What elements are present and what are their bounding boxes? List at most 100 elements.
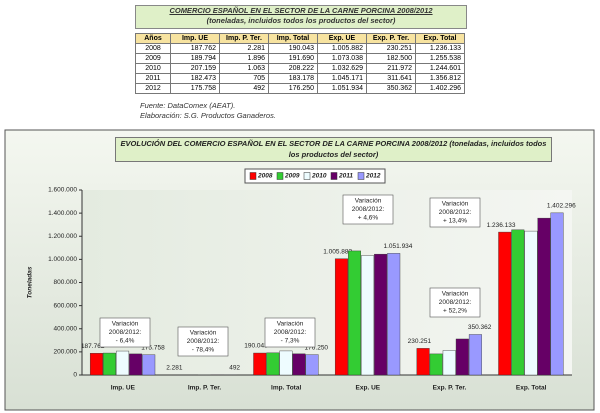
bar <box>103 352 116 376</box>
annotation-text: 2008/2012: <box>187 338 220 345</box>
bar <box>511 229 525 376</box>
row: 2012 175.758 492 176.250 1.051.934 350.362 1.4… <box>135 83 465 94</box>
annotation-text: Variación <box>277 321 304 328</box>
bar <box>387 253 401 376</box>
value-label: 1.051.934 <box>384 243 413 250</box>
value-label: 350.362 <box>468 324 492 331</box>
bar <box>292 353 306 376</box>
legend-label: 2008 <box>257 173 273 180</box>
note: Fuente: DataComex (AEAT). <box>140 101 236 110</box>
annotation-box <box>264 317 316 348</box>
legend-label: 2012 <box>365 173 381 180</box>
value-label: 1.005.882 <box>323 248 352 255</box>
legend-swatch <box>249 172 257 180</box>
note: Elaboración: S.G. Productos Ganaderos. <box>140 111 276 120</box>
bar <box>537 217 551 376</box>
value-label: 190.043 <box>244 343 268 350</box>
title: COMERCIO ESPAÑOL EN EL SECTOR DE LA CARN… <box>169 6 433 15</box>
y-tick-label: 200.000 <box>54 349 78 356</box>
header-row: Años Imp. UE Imp. P. Ter. Imp. Total Exp. UE… <box>135 33 465 44</box>
value-label: 2.281 <box>166 364 183 371</box>
bar <box>455 338 469 376</box>
bar <box>550 212 564 376</box>
bar <box>468 334 482 376</box>
legend-label: 2009 <box>284 173 300 180</box>
annotation-text: + 4,6% <box>358 215 379 222</box>
x-tick-label: Exp. UE <box>356 385 381 392</box>
annotation-text: 2008/2012: <box>439 299 472 306</box>
bar <box>129 353 143 376</box>
annotation-text: 2008/2012: <box>352 206 385 213</box>
value-label: 230.251 <box>408 338 432 345</box>
subtitle: (toneladas, incluidos todos los producto… <box>206 16 396 25</box>
annotation-text: 2008/2012: <box>439 209 472 216</box>
annotation-text: Variación <box>190 330 217 337</box>
x-tick-label: Imp. UE <box>111 385 136 392</box>
x-tick-label: Imp. P. Ter. <box>188 385 222 392</box>
bar <box>429 353 443 376</box>
bar <box>116 350 130 376</box>
bar <box>334 258 348 376</box>
annotation-text: - 78,4% <box>192 347 215 354</box>
y-tick-label: 1.600.000 <box>48 187 77 194</box>
annotation-text: + 13,4% <box>443 218 467 225</box>
value-label: 187.762 <box>81 343 105 350</box>
y-tick-label: 1.400.000 <box>48 210 77 217</box>
x-tick-label: Exp. P. Ter. <box>433 385 467 392</box>
y-tick-label: 600.000 <box>54 302 78 309</box>
bar <box>442 350 456 376</box>
legend-swatch <box>276 172 284 180</box>
annotation-text: 2008/2012: <box>109 329 142 336</box>
annotation-text: Variación <box>355 198 382 205</box>
value-label: 175.758 <box>141 344 165 351</box>
legend-label: 2011 <box>338 173 353 180</box>
y-axis-label: Toneladas <box>27 266 34 298</box>
row: 2009 189.794 1.896 191.690 1.073.038 182.500 1… <box>135 53 465 64</box>
annotation-text: Variación <box>112 321 139 328</box>
bar <box>348 250 362 376</box>
legend-swatch <box>357 172 365 180</box>
annotation-text: Variación <box>442 291 469 298</box>
bar <box>253 352 267 376</box>
bar <box>498 231 512 376</box>
legend-swatch <box>330 172 338 180</box>
annotation-text: - 7,3% <box>281 338 300 345</box>
value-label: 176.250 <box>305 344 329 351</box>
bar <box>361 255 375 376</box>
bar <box>89 353 103 376</box>
value-label: 492 <box>229 365 240 372</box>
bar <box>279 350 293 376</box>
table-title: COMERCIO ESPAÑOL EN EL SECTOR DE LA CARN… <box>135 5 467 29</box>
value-label: 1.402.296 <box>547 203 576 210</box>
legend-swatch <box>303 172 311 180</box>
x-tick-label: Imp. Total <box>271 385 301 392</box>
bar <box>416 348 430 376</box>
bar <box>305 354 319 376</box>
data-table: Años Imp. UE Imp. P. Ter. Imp. Total Exp. UE… <box>135 33 465 94</box>
y-tick-label: 1.000.000 <box>48 256 77 263</box>
legend-label: 2010 <box>311 173 327 180</box>
y-tick-label: 800.000 <box>54 279 78 286</box>
annotation-text: 2008/2012: <box>274 329 307 336</box>
annotation-box <box>342 194 394 225</box>
x-tick-label: Exp. Total <box>516 385 547 392</box>
annotation-box <box>429 197 481 228</box>
y-tick-label: 400.000 <box>54 325 78 332</box>
annotation-box <box>177 326 229 357</box>
bar <box>524 230 538 376</box>
bar <box>266 352 280 376</box>
annotation-box <box>99 317 151 348</box>
y-tick-label: 1.200.000 <box>48 233 77 240</box>
cell: 1.402.296 <box>415 83 465 94</box>
y-tick-label: 0 <box>73 372 77 379</box>
annotation-text: + 52,2% <box>443 308 467 315</box>
annotation-text: Variación <box>442 201 469 208</box>
chart-title: EVOLUCIÓN DEL COMERCIO ESPAÑOL EN EL SEC… <box>115 137 552 162</box>
bar <box>374 253 388 376</box>
value-label: 1.236.133 <box>487 222 516 229</box>
bar <box>142 354 156 376</box>
annotation-box <box>429 287 481 318</box>
annotation-text: - 6,4% <box>116 338 135 345</box>
